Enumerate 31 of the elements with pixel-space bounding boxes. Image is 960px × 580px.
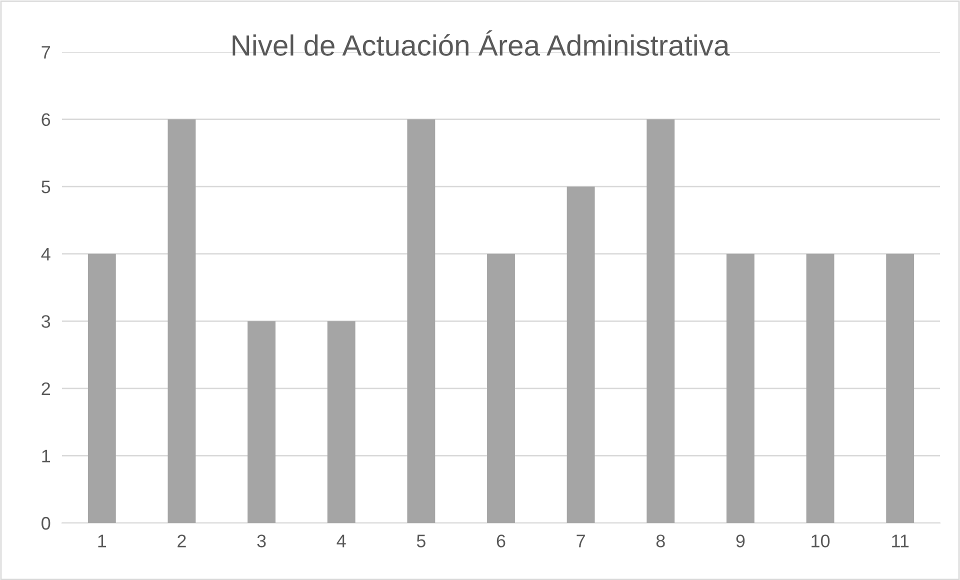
x-tick-label: 5 bbox=[416, 534, 426, 548]
bar bbox=[726, 254, 754, 523]
y-tick-label: 7 bbox=[42, 46, 50, 59]
y-tick-label: 0 bbox=[42, 516, 50, 530]
x-tick-label: 3 bbox=[257, 534, 266, 548]
bar bbox=[646, 119, 675, 523]
y-tick-label: 5 bbox=[42, 180, 50, 194]
y-tick-label: 3 bbox=[42, 315, 50, 328]
x-tick-label: 10 bbox=[812, 534, 830, 548]
x-tick-label: 8 bbox=[656, 534, 665, 548]
chart-title: Nivel de Actuación Área Administrativa bbox=[232, 30, 730, 56]
x-tick-label: 1 bbox=[98, 534, 106, 548]
bar bbox=[407, 119, 436, 523]
x-tick-label: 6 bbox=[496, 534, 506, 548]
bar bbox=[566, 186, 595, 523]
bar bbox=[806, 254, 834, 523]
x-tick-label: 7 bbox=[576, 534, 585, 548]
bar bbox=[327, 321, 356, 523]
bar bbox=[886, 254, 914, 523]
bar bbox=[248, 321, 276, 523]
bar bbox=[487, 254, 515, 523]
bar bbox=[88, 254, 116, 523]
bar bbox=[168, 119, 196, 523]
x-tick-label: 11 bbox=[892, 534, 909, 548]
x-tick-label: 2 bbox=[178, 534, 186, 548]
x-tick-label: 4 bbox=[336, 534, 346, 548]
y-tick-label: 4 bbox=[41, 248, 50, 260]
y-tick-label: 6 bbox=[42, 113, 50, 126]
y-tick-label: 2 bbox=[42, 382, 50, 395]
y-tick-label: 1 bbox=[42, 450, 50, 462]
x-tick-label: 9 bbox=[736, 534, 745, 548]
